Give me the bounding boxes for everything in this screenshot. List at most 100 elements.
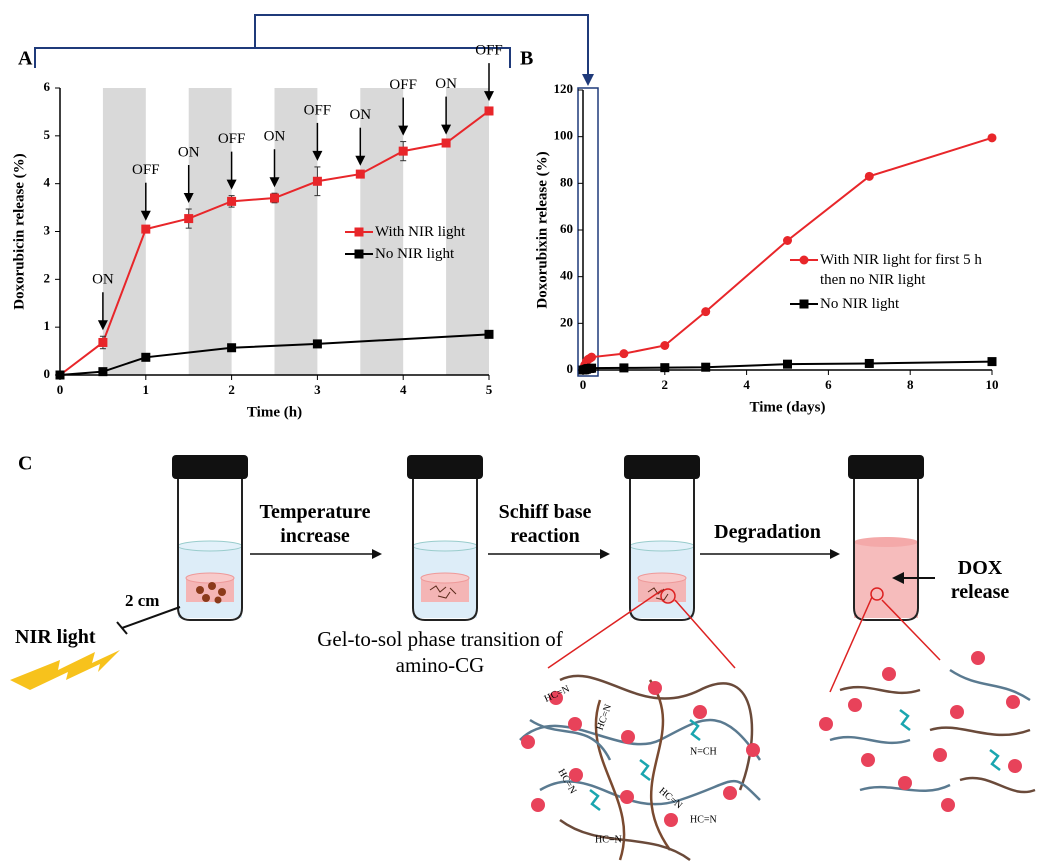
shaded-band [446, 88, 489, 375]
point [864, 171, 874, 181]
bond-label: HC=N [595, 834, 622, 845]
annotation-arrow [226, 151, 237, 190]
point [619, 363, 629, 373]
x-tick-label: 0 [580, 377, 587, 392]
series-line [59, 333, 490, 376]
legend-label: No NIR light [820, 296, 900, 312]
point [98, 367, 108, 377]
step-label: Degradation [714, 521, 821, 543]
y-tick-label: 6 [44, 79, 51, 94]
y-tick-label: 0 [567, 361, 574, 376]
legend-marker [799, 299, 809, 309]
vials [172, 455, 935, 621]
point [141, 224, 151, 234]
point [783, 236, 792, 245]
y-tick-label: 4 [44, 175, 51, 190]
legend-marker [354, 227, 364, 237]
annotation-arrow [484, 63, 494, 102]
bond-label: HC=N [690, 814, 717, 825]
annotation-label: ON [178, 144, 200, 160]
y-axis-label: Doxorubicin release (%) [11, 153, 27, 309]
annotation-label: ON [435, 76, 457, 92]
x-axis-label: Time (h) [247, 404, 302, 420]
x-tick-label: 4 [743, 377, 750, 392]
release-label: DOX release [950, 557, 1010, 603]
legend-label-box: No NIR light [820, 296, 900, 312]
y-tick-label: 5 [44, 127, 51, 142]
network-sol [819, 651, 1036, 812]
light-label-box: NIR light [15, 626, 96, 648]
network-gel [519, 674, 762, 862]
annotation-arrow [183, 165, 194, 204]
legend-label-box: No NIR light [375, 246, 454, 262]
y-tick-label: 80 [560, 174, 573, 189]
point [660, 341, 670, 350]
point [484, 329, 494, 339]
point [227, 196, 237, 206]
arrow-head [226, 179, 237, 190]
connector [34, 14, 599, 377]
step-label-box: Schiff base reaction [498, 501, 592, 547]
point [660, 363, 670, 373]
annotation-label: ON [349, 107, 371, 123]
point [141, 352, 151, 362]
release-label-box: DOX release [950, 557, 1010, 603]
shaded-band [274, 88, 318, 375]
step-label: Schiff base reaction [498, 501, 592, 547]
point [484, 106, 494, 116]
x-axis-label: Time (days) [750, 399, 826, 415]
x-tick-label: 4 [400, 382, 407, 397]
vial [407, 455, 483, 621]
point [312, 339, 322, 349]
vial [848, 455, 935, 621]
annotation-label: OFF [475, 43, 503, 59]
legend-label-box: With NIR light [375, 224, 466, 240]
point [55, 370, 65, 380]
point [619, 349, 629, 359]
point [355, 169, 365, 179]
arrow-head [484, 91, 494, 102]
arrow-head [140, 210, 151, 221]
annotation-label: ON [92, 272, 114, 288]
annotation-label: OFF [132, 162, 160, 178]
legend-marker [354, 249, 364, 259]
y-tick-label: 120 [554, 81, 574, 96]
point [98, 337, 108, 347]
shaded-band [102, 88, 146, 375]
y-tick-label: 60 [560, 221, 573, 236]
shaded-band [188, 88, 232, 375]
annotation-label: OFF [389, 77, 417, 93]
vial [624, 455, 700, 621]
point [227, 343, 237, 353]
point [587, 352, 597, 362]
annotation-arrow [398, 97, 409, 136]
point [987, 357, 997, 367]
transition-label: Gel-to-sol phase transition of amino-CG [317, 627, 563, 677]
step-label-box: Degradation [714, 521, 821, 543]
point [864, 358, 874, 368]
x-tick-label: 3 [314, 382, 321, 397]
nir-source [10, 606, 181, 690]
arrow-head [97, 320, 108, 331]
light-label: NIR light [15, 626, 96, 648]
x-tick-label: 10 [986, 377, 999, 392]
x-tick-label: 8 [907, 377, 914, 392]
annotation-arrow [140, 182, 151, 221]
step-label: Temperature increase [259, 501, 371, 547]
legend-label-box: With NIR light for first 5 h then no NIR… [820, 252, 982, 288]
annotation-arrow [312, 122, 323, 161]
point [987, 133, 997, 143]
point [398, 146, 408, 156]
x-tick-label: 1 [143, 382, 150, 397]
annotation-arrow [97, 292, 108, 331]
annotation-arrow [269, 149, 280, 188]
y-tick-label: 0 [44, 366, 51, 381]
distance-label-box: 2 cm [125, 591, 159, 610]
point [312, 176, 322, 186]
panel-label: C [18, 453, 32, 475]
legend-label: With NIR light [375, 224, 466, 240]
legend-label: With NIR light for first 5 h then no NIR… [820, 252, 982, 288]
x-tick-label: 0 [57, 382, 64, 397]
arrow-head [355, 155, 366, 166]
